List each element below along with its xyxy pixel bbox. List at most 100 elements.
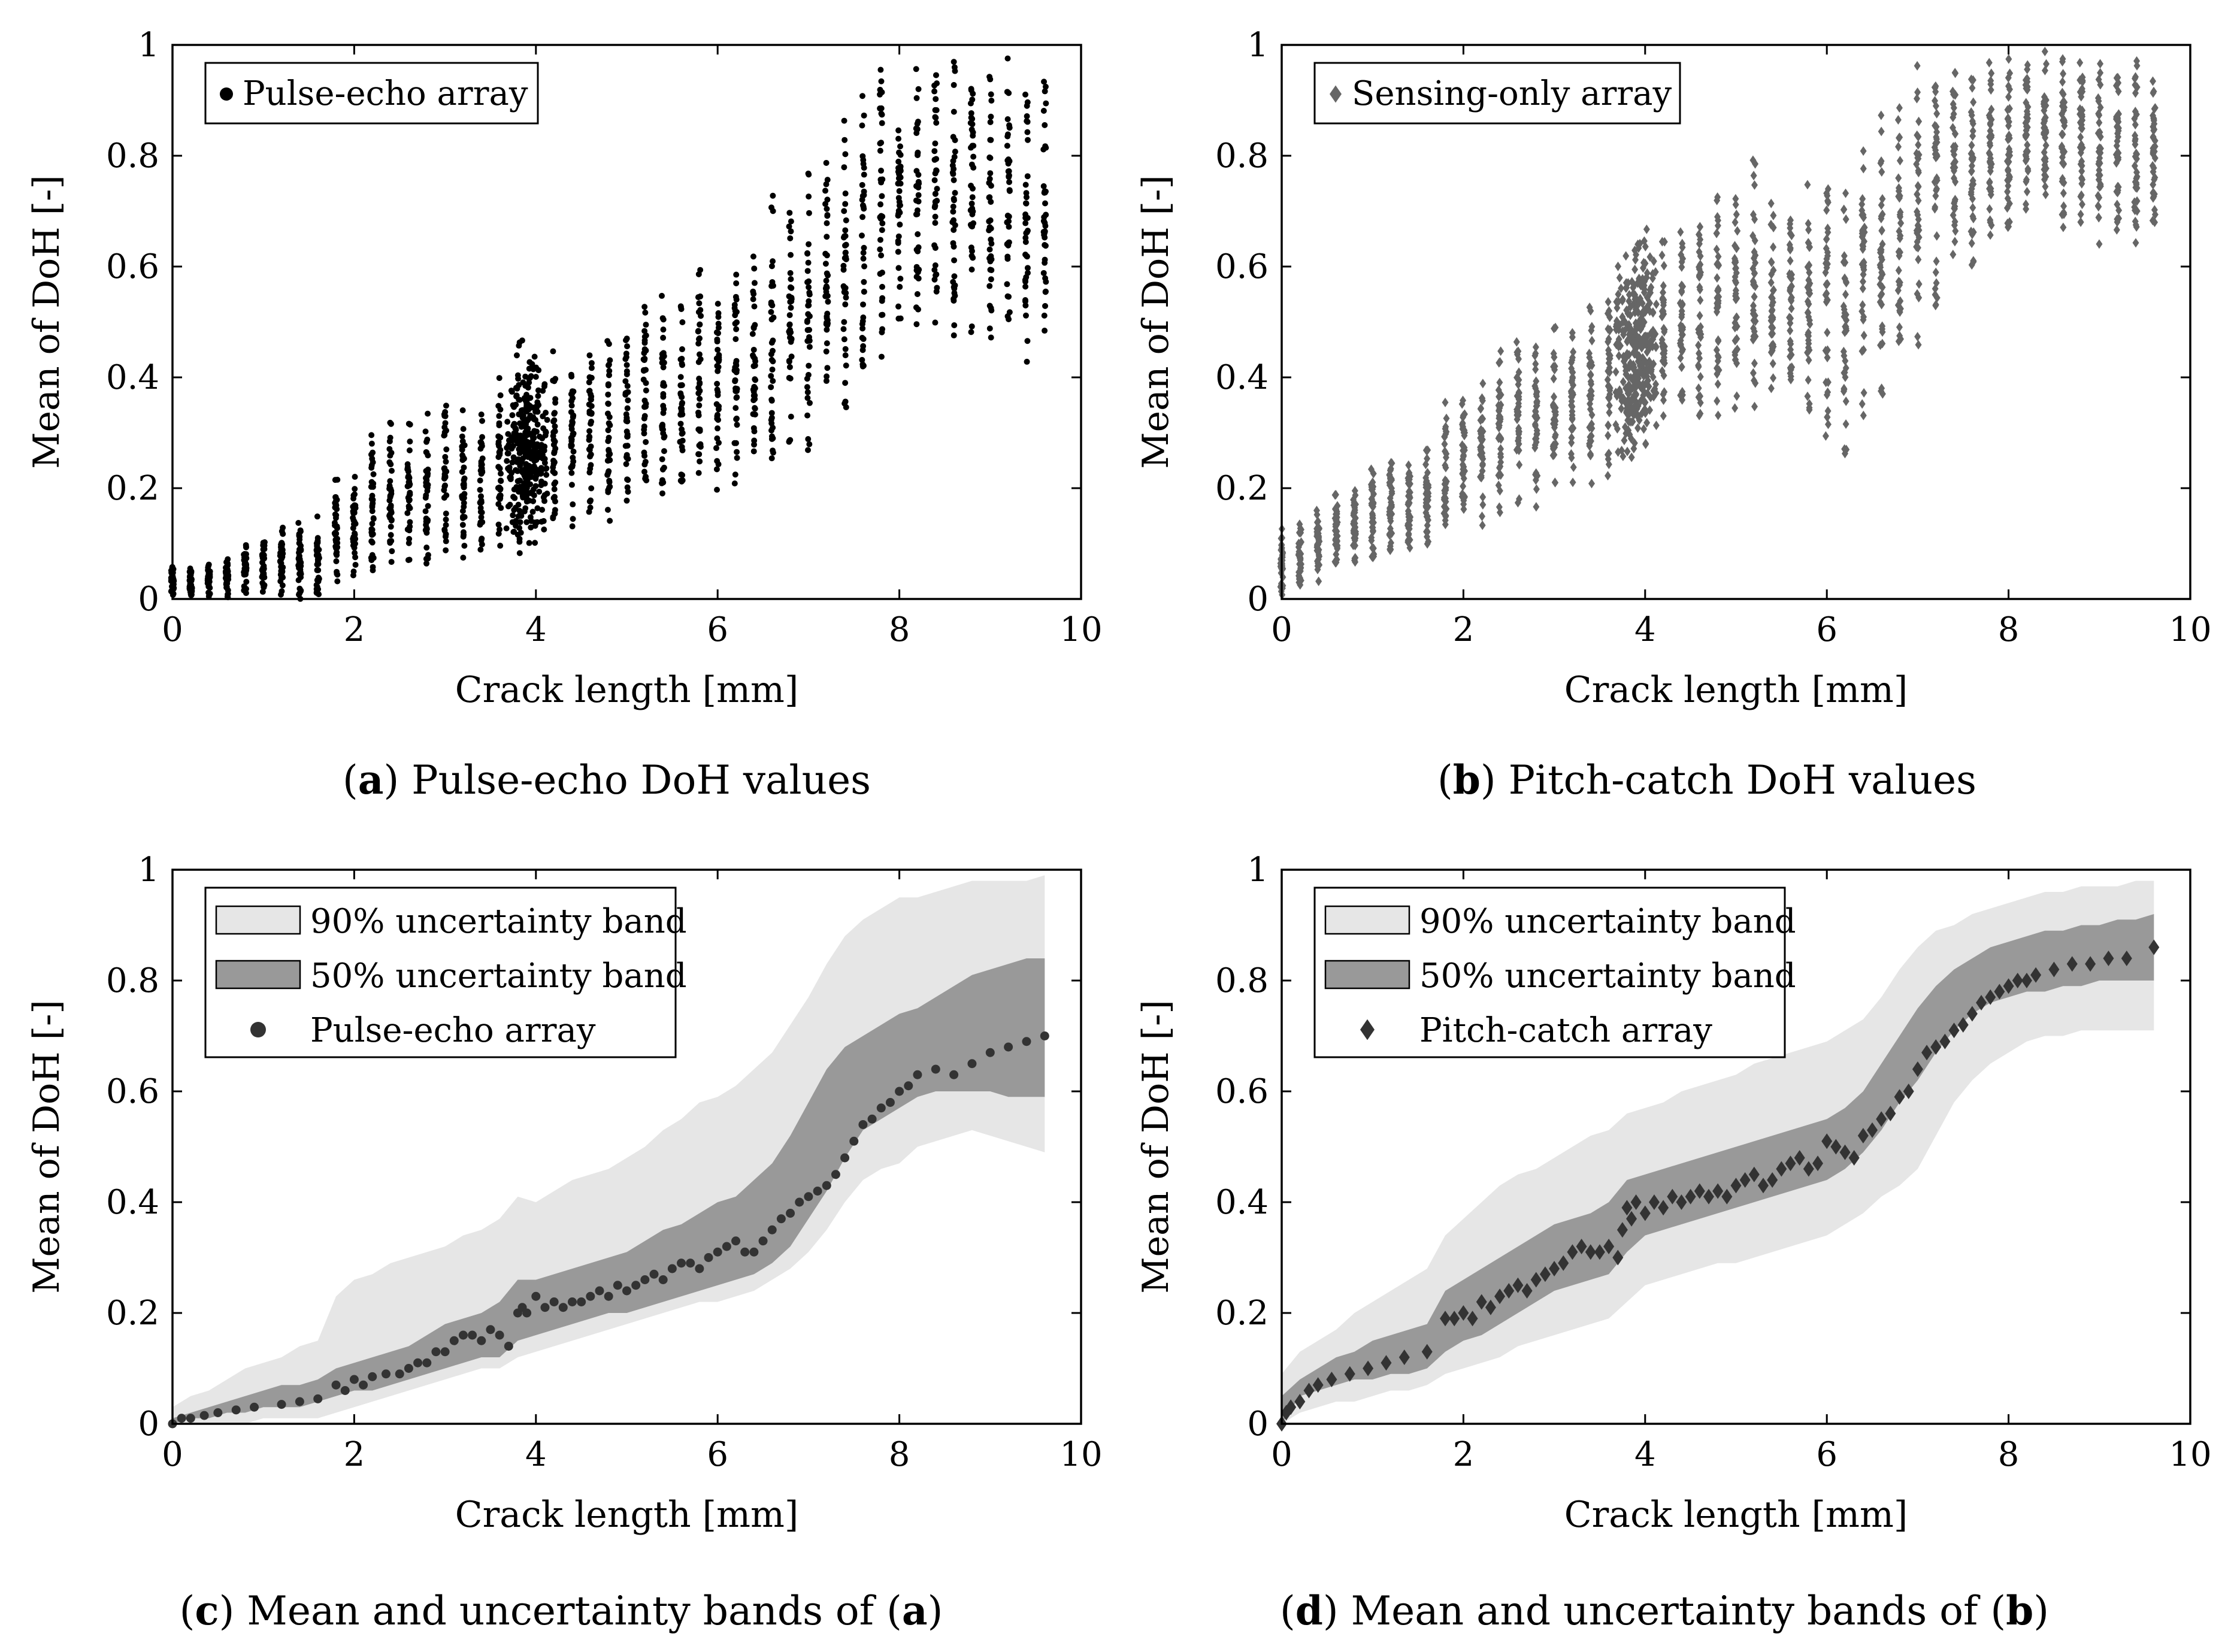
data-point [733,367,740,373]
data-point [951,322,958,329]
data-point [731,301,738,308]
data-point [1006,316,1012,322]
data-point [879,283,885,290]
y-tick-label: 0.4 [106,358,159,397]
data-point [860,204,867,210]
data-point [677,438,683,445]
data-point [1752,258,1759,268]
data-point [604,338,611,344]
data-point [968,200,975,207]
data-point [1678,312,1685,322]
data-point [897,202,903,208]
data-point [543,471,550,478]
x-tick-label: 8 [1998,610,2020,649]
y-tick-label: 0 [138,1405,159,1444]
data-point [1640,317,1648,327]
data-point [623,461,629,467]
data-point [1370,482,1377,492]
mean-point [1530,1272,1542,1288]
data-point [733,280,740,286]
data-point [897,315,904,322]
data-point [967,120,974,126]
data-point [1860,213,1867,223]
data-point [369,531,376,538]
data-point [1648,282,1655,292]
data-point [1933,256,1940,267]
data-point [587,465,594,472]
data-point [823,289,830,295]
data-point [1333,504,1340,515]
data-point [315,574,322,581]
data-point [1042,88,1048,95]
data-point [1570,347,1577,357]
data-point [1951,217,1958,227]
data-point [1823,188,1830,198]
mean-point [1539,1266,1551,1282]
data-point [679,426,685,432]
data-point [1932,284,1939,294]
data-point [622,378,629,385]
data-point [734,449,740,455]
data-point [352,531,358,538]
data-point [515,376,522,382]
data-point [441,487,447,494]
data-point [513,426,519,433]
mean-point [413,1358,423,1367]
data-point [1627,434,1634,444]
data-point [1332,519,1339,530]
data-point [1969,202,1976,213]
data-point [1515,494,1522,504]
data-point [1806,319,1814,329]
data-point [768,397,775,404]
data-point [1987,75,1994,86]
data-point [517,519,523,525]
data-point [859,325,866,332]
data-point [1732,264,1739,274]
data-point [1879,282,1886,292]
data-point [1652,341,1660,351]
data-point [913,130,920,137]
data-point [806,289,813,296]
data-point [696,351,703,358]
data-point [824,322,831,328]
data-point [623,354,629,361]
data-point [2113,141,2120,151]
data-point [1751,332,1758,342]
data-point [523,398,529,405]
data-point [513,392,520,399]
data-point [878,167,885,174]
data-point [2150,114,2157,124]
data-point [751,303,758,310]
data-point [1531,419,1539,429]
data-point [1638,409,1645,419]
data-point [659,359,665,366]
data-point [1678,306,1685,316]
data-point [534,505,541,512]
mean-point [1903,1083,1914,1100]
data-point [915,171,922,178]
data-point [714,435,721,441]
data-point [1643,358,1650,368]
data-point [640,356,647,362]
data-point [642,309,649,316]
mean-point [2012,972,2023,989]
data-point [660,350,667,356]
data-point [823,377,830,384]
data-point [514,468,521,474]
data-point [2078,199,2085,210]
data-point [840,326,847,332]
data-point [1648,367,1655,377]
data-point [715,301,721,307]
data-point [1914,332,1921,342]
data-point [504,450,511,457]
data-point [1042,83,1049,90]
data-point [529,509,536,515]
data-point [1770,222,1777,232]
data-point [528,489,535,495]
data-point [1988,220,1995,231]
data-point [406,497,413,503]
data-point [333,558,340,564]
data-point [1806,268,1813,277]
data-point [679,444,685,450]
data-point [1896,156,1903,166]
